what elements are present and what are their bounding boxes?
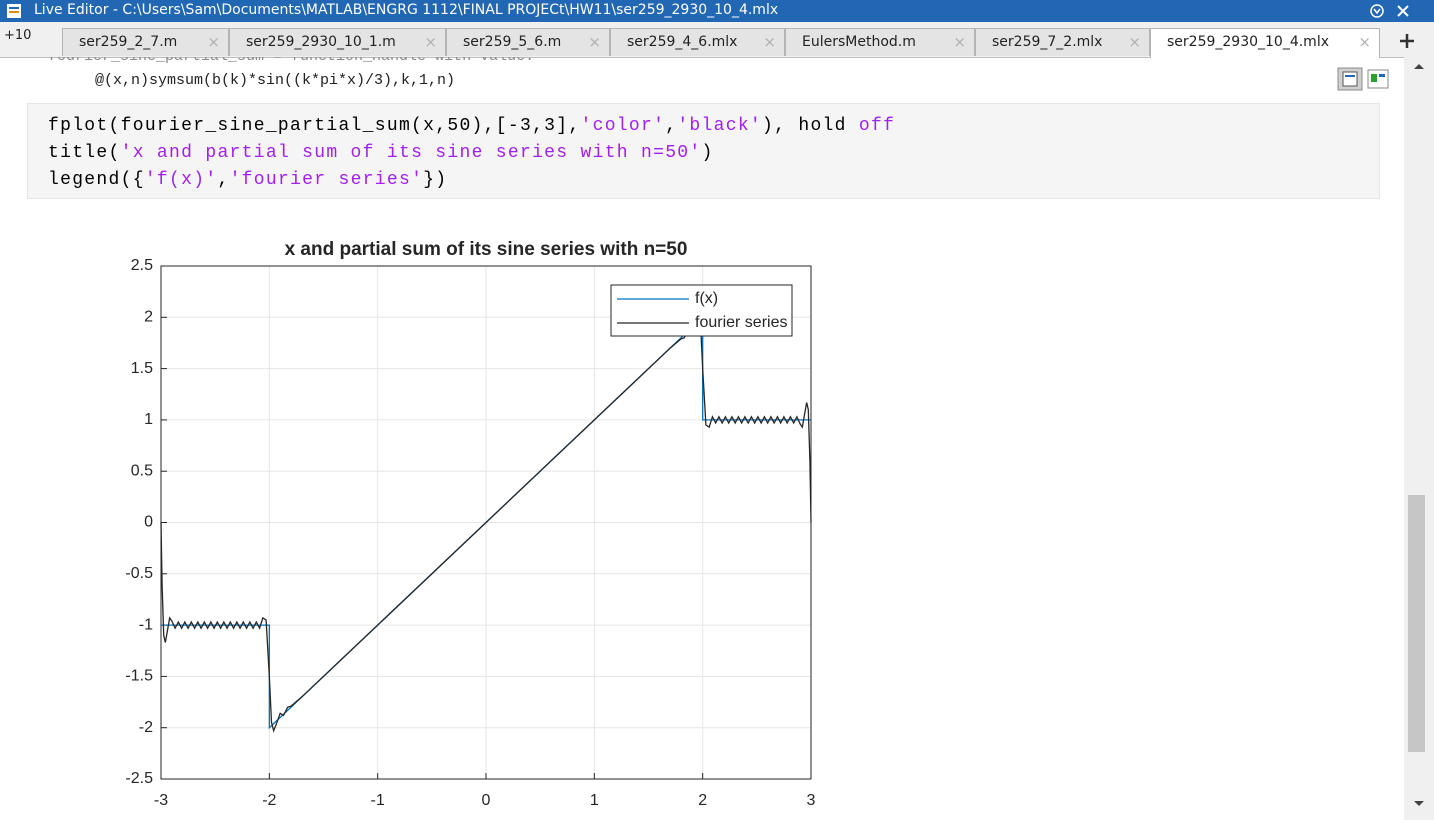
- tab-close[interactable]: ×: [953, 33, 966, 51]
- tab-bar: +10 ser259_2_7.m × ser259_2930_10_1.m × ser2…: [0, 22, 1434, 58]
- code-token: title(: [48, 143, 121, 163]
- app-icon: [7, 4, 21, 18]
- code-line: legend({'f(x)','fourier series'}): [48, 170, 447, 190]
- tab-label: EulersMethod.m: [802, 34, 916, 50]
- tab-label: ser259_2930_10_4.mlx: [1167, 34, 1329, 50]
- document: fourier_sine_partial_sum = function_hand…: [0, 57, 1404, 820]
- tab-label: ser259_5_6.m: [463, 34, 562, 50]
- legend-box: [610, 284, 793, 337]
- code-token: ): [701, 143, 714, 163]
- scrollbar[interactable]: [1404, 57, 1434, 820]
- scrollbar-graphic: [1408, 64, 1425, 806]
- window-controls[interactable]: [1368, 2, 1428, 20]
- code-string: 'black': [677, 116, 763, 136]
- legend-label: f(x): [695, 290, 718, 307]
- editor-tab[interactable]: ser259_2_7.m ×: [62, 28, 229, 56]
- x-tick-label: -1: [371, 792, 385, 809]
- code-token: ,: [217, 170, 230, 190]
- y-tick-label: -2.5: [125, 770, 153, 787]
- y-tick-label: -2: [139, 719, 153, 736]
- chart: -3 -2 -1 0 1 2 3 -2.5 -2 -1.5 -1 -0.5 0 0.5 1 1.5 2 2.5 x …: [125, 239, 816, 809]
- code-token: ), hold: [762, 116, 859, 136]
- tab-label: ser259_7_2.mlx: [992, 34, 1103, 50]
- x-tick-label: 2: [698, 792, 707, 809]
- y-tick-label: 2: [144, 309, 153, 326]
- tab-label: ser259_4_6.mlx: [627, 34, 738, 50]
- window-title: Live Editor - C:\Users\Sam\Documents\MAT…: [34, 2, 779, 18]
- y-tick-label: 2.5: [131, 257, 153, 274]
- code-line: title('x and partial sum of its sine ser…: [48, 143, 714, 163]
- editor-tab[interactable]: EulersMethod.m ×: [785, 28, 975, 56]
- tab-close[interactable]: ×: [1358, 33, 1371, 51]
- y-tick-label: 1.5: [131, 360, 153, 377]
- editor-tab[interactable]: ser259_4_6.mlx ×: [610, 28, 785, 56]
- editor-tab[interactable]: ser259_7_2.mlx ×: [975, 28, 1150, 56]
- x-tick-label: 0: [482, 792, 491, 809]
- tab-close[interactable]: ×: [763, 33, 776, 51]
- tab-label: ser259_2_7.m: [79, 34, 178, 50]
- code-token: fplot(fourier_sine_partial_sum(x,50),[-3…: [48, 116, 581, 136]
- code-token: ,: [665, 116, 678, 136]
- code-token: }): [423, 170, 448, 190]
- x-tick-label: -2: [262, 792, 276, 809]
- more-tabs[interactable]: +10: [4, 28, 32, 43]
- x-tick-label: 1: [590, 792, 599, 809]
- code-line: fplot(fourier_sine_partial_sum(x,50),[-3…: [48, 116, 895, 136]
- y-tick-label: 0.5: [131, 462, 153, 479]
- new-tab-button[interactable]: [1396, 30, 1418, 52]
- legend-label: fourier series: [695, 314, 787, 331]
- y-tick-label: -1: [139, 616, 153, 633]
- code-string: 'x and partial sum of its sine series wi…: [120, 143, 702, 163]
- code-token: legend({: [48, 170, 145, 190]
- tab-close[interactable]: ×: [588, 33, 601, 51]
- code-string: 'f(x)': [144, 170, 218, 190]
- y-tick-label: 1: [144, 411, 153, 428]
- editor-tab[interactable]: ser259_2930_10_1.m ×: [229, 28, 446, 56]
- chart-title: x and partial sum of its sine series wit…: [285, 239, 688, 260]
- title-bar: Live Editor - C:\Users\Sam\Documents\MAT…: [0, 0, 1434, 22]
- y-tick-label: -1.5: [125, 668, 153, 685]
- y-tick-label: -0.5: [125, 565, 153, 582]
- output-text: fourier_sine_partial_sum = function_hand…: [48, 57, 534, 65]
- editor-tab[interactable]: ser259_5_6.m ×: [446, 28, 610, 56]
- tab-close[interactable]: ×: [207, 33, 220, 51]
- data-line: [160, 312, 812, 733]
- output-toggle[interactable]: [1336, 66, 1394, 92]
- output-text: @(x,n)symsum(b(k)*sin((k*pi*x)/3),k,1,n): [95, 72, 456, 89]
- code-keyword: off: [858, 116, 896, 136]
- y-tick-label: 0: [144, 514, 153, 531]
- code-string: 'color': [580, 116, 666, 136]
- editor-tab[interactable]: ser259_2930_10_4.mlx ×: [1150, 28, 1380, 58]
- tab-close[interactable]: ×: [1128, 33, 1141, 51]
- tab-close[interactable]: ×: [424, 33, 437, 51]
- code-cell[interactable]: fplot(fourier_sine_partial_sum(x,50),[-3…: [27, 103, 1380, 199]
- x-tick-label: 3: [807, 792, 816, 809]
- code-string: 'fourier series': [229, 170, 424, 190]
- x-tick-label: -3: [154, 792, 168, 809]
- tab-label: ser259_2930_10_1.m: [246, 34, 396, 50]
